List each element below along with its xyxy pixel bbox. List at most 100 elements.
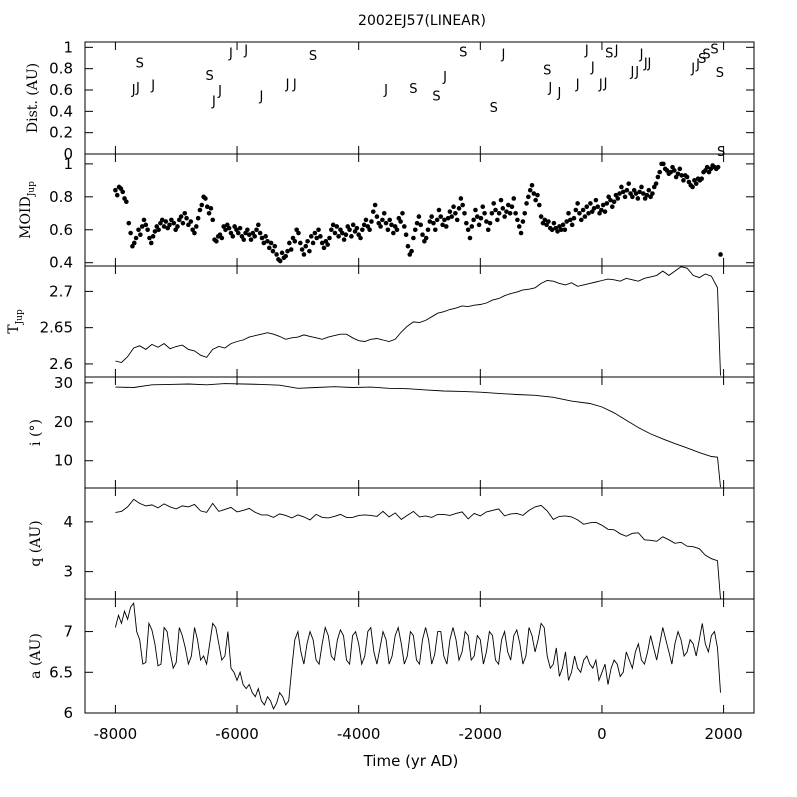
moid-point xyxy=(608,197,613,203)
encounter-marker-jupiter: J xyxy=(584,43,589,58)
moid-y-tick-label: 0.4 xyxy=(49,254,73,272)
moid-point xyxy=(449,214,455,219)
x-tick-label: -6000 xyxy=(215,725,259,743)
moid-point xyxy=(400,210,405,216)
moid-point xyxy=(349,234,354,239)
moid-point xyxy=(277,258,283,264)
moid-point xyxy=(520,219,526,224)
moid-point xyxy=(214,238,219,244)
encounter-marker-saturn: S xyxy=(136,56,144,71)
moid-point xyxy=(433,227,438,233)
moid-point xyxy=(354,225,360,231)
tjup-y-axis-label-main: T xyxy=(6,324,22,334)
moid-point xyxy=(580,207,586,213)
moid-point xyxy=(387,217,392,223)
moid-point xyxy=(641,191,646,196)
moid-point xyxy=(513,210,518,216)
moid-point xyxy=(307,248,312,254)
moid-point xyxy=(491,201,496,206)
moid-point xyxy=(341,237,347,242)
moid-point xyxy=(193,224,199,229)
moid-point xyxy=(409,248,414,254)
moid-point xyxy=(114,192,120,198)
moid-point xyxy=(718,252,723,257)
moid-frame xyxy=(84,153,755,267)
moid-point xyxy=(128,230,133,236)
moid-point xyxy=(334,224,340,229)
moid-point xyxy=(624,187,630,193)
moid-point xyxy=(573,207,579,213)
moid-point xyxy=(677,166,683,172)
moid-point xyxy=(693,181,699,186)
moid-point xyxy=(575,201,580,206)
moid-point xyxy=(476,222,482,228)
moid-point xyxy=(230,234,236,239)
moid-point xyxy=(305,238,310,244)
moid-point xyxy=(385,227,391,233)
a-frame xyxy=(84,598,755,714)
moid-point xyxy=(145,227,150,233)
moid-point xyxy=(418,222,424,228)
moid-point xyxy=(626,181,632,186)
panel-incl: 10 20 30 i (°) xyxy=(28,374,755,489)
encounter-marker-jupiter: J xyxy=(228,47,233,62)
moid-point xyxy=(292,238,298,244)
encounter-marker-saturn: S xyxy=(717,145,725,160)
moid-point xyxy=(469,224,475,229)
moid-point xyxy=(558,227,564,233)
moid-point xyxy=(316,227,321,233)
moid-point xyxy=(504,209,509,214)
moid-point xyxy=(394,227,400,233)
moid-point xyxy=(650,191,655,196)
incl-y-tick-label: 10 xyxy=(54,452,73,470)
moid-point xyxy=(526,194,531,200)
moid-point xyxy=(401,224,407,229)
moid-point xyxy=(339,230,345,236)
x-tick-label: -2000 xyxy=(459,725,503,743)
dist-y-tick-label: 0.2 xyxy=(49,124,73,142)
moid-point xyxy=(495,217,500,223)
moid-point xyxy=(684,174,690,180)
moid-point xyxy=(546,219,551,224)
dist-y-tick-label: 0.4 xyxy=(49,102,73,120)
moid-point xyxy=(126,220,132,226)
incl-y-tick-label: 30 xyxy=(54,374,73,392)
moid-point xyxy=(161,224,167,229)
moid-point xyxy=(620,189,626,195)
moid-point xyxy=(360,227,365,233)
q-frame xyxy=(84,487,755,600)
moid-point xyxy=(203,196,208,201)
moid-point xyxy=(378,224,383,229)
q-y-tick-label: 3 xyxy=(63,563,73,581)
encounter-marker-jupiter: J xyxy=(556,86,561,101)
a-y-axis-label-main: a (AU) xyxy=(28,633,44,679)
encounter-marker-jupiter: J xyxy=(285,78,290,93)
moid-point xyxy=(367,227,372,233)
chart-title: 2002EJ57(LINEAR) xyxy=(358,13,486,29)
moid-point xyxy=(321,245,327,251)
moid-point xyxy=(270,248,276,254)
encounter-marker-saturn: S xyxy=(490,101,498,116)
moid-point xyxy=(169,217,174,223)
moid-point xyxy=(630,194,635,200)
moid-point xyxy=(568,217,573,223)
moid-point xyxy=(310,240,316,246)
tjup-y-axis-label-sub: Jup xyxy=(15,309,25,325)
panel-q: 3 4 q (AU) xyxy=(28,487,755,600)
moid-point xyxy=(480,204,486,210)
moid-point xyxy=(325,242,330,247)
moid-y-axis-label: MOIDJup xyxy=(18,181,37,239)
moid-point xyxy=(471,217,476,223)
encounter-marker-jupiter: J xyxy=(634,65,639,80)
moid-point xyxy=(268,240,274,246)
dist-y-tick-label: 0.6 xyxy=(49,81,73,99)
moid-point xyxy=(653,181,659,186)
moid-point xyxy=(690,184,695,190)
x-tick-label: -8000 xyxy=(94,725,138,743)
moid-point xyxy=(529,182,535,188)
a-y-tick-label: 6 xyxy=(63,704,73,722)
moid-point xyxy=(633,191,639,196)
encounter-marker-jupiter: J xyxy=(258,89,263,104)
